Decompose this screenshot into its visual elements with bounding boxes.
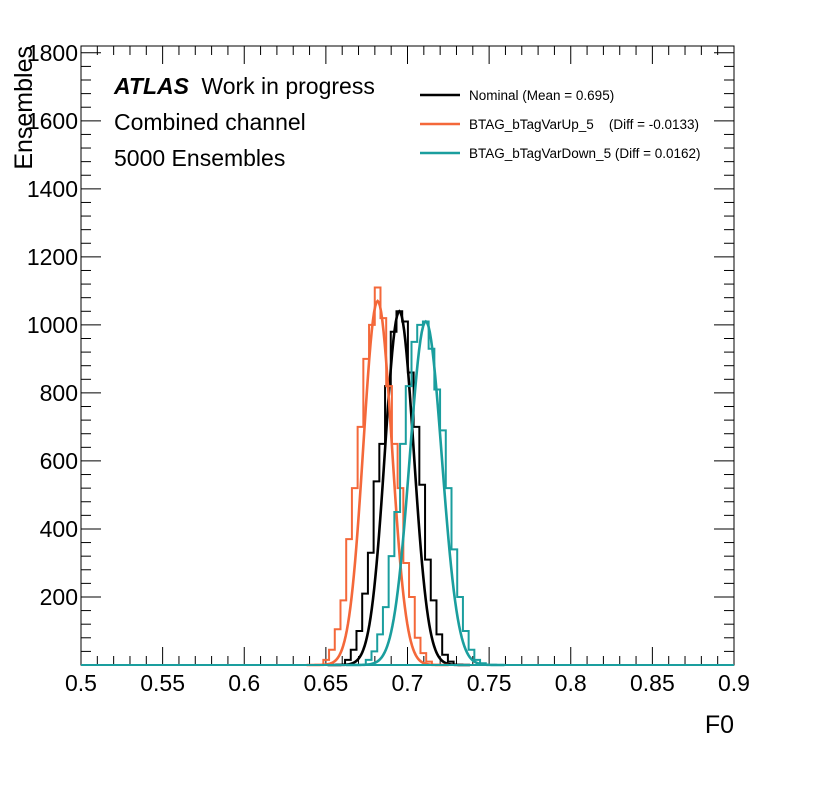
legend: Nominal (Mean = 0.695) BTAG_bTagVarUp_5 … <box>420 88 701 161</box>
y-tick-label: 600 <box>40 448 78 474</box>
svg-text:ATLAS Work in progress: ATLAS Work in progress <box>113 73 375 99</box>
y-tick-label: 1000 <box>27 312 78 338</box>
x-tick-label: 0.5 <box>65 670 97 696</box>
x-tick-label: 0.75 <box>467 670 512 696</box>
series-2 <box>81 319 734 667</box>
ensembles-label: 5000 Ensembles <box>114 145 285 171</box>
histogram-steps <box>322 286 433 665</box>
x-tick-label: 0.85 <box>630 670 675 696</box>
status-label: Work in progress <box>201 73 374 99</box>
gaussian-fit-curve <box>306 299 449 667</box>
x-tick-label: 0.6 <box>228 670 260 696</box>
y-tick-label: 200 <box>40 584 78 610</box>
atlas-header: ATLAS Work in progress Combined channel … <box>113 73 375 171</box>
series-group <box>81 286 734 667</box>
channel-label: Combined channel <box>114 109 306 135</box>
legend-entry-btag-down: BTAG_bTagVarDown_5 (Diff = 0.0162) <box>469 146 701 161</box>
x-tick-label: 0.65 <box>303 670 348 696</box>
tick-labels-group: 0.5 0.55 0.6 0.65 0.7 0.75 0.8 0.85 0.9 200 400 600… <box>27 40 750 696</box>
x-tick-label: 0.9 <box>718 670 750 696</box>
y-tick-label: 1200 <box>27 244 78 270</box>
y-tick-label: 1600 <box>27 108 78 134</box>
y-tick-label: 400 <box>40 516 78 542</box>
legend-entry-nominal: Nominal (Mean = 0.695) <box>469 88 614 103</box>
y-tick-label: 1800 <box>27 40 78 66</box>
atlas-label: ATLAS <box>113 73 190 99</box>
y-axis-title: Ensembles <box>10 46 38 170</box>
y-tick-label: 1400 <box>27 176 78 202</box>
legend-entry-btag-up: BTAG_bTagVarUp_5 (Diff = -0.0133) <box>469 117 699 132</box>
x-tick-label: 0.7 <box>392 670 424 696</box>
x-tick-label: 0.55 <box>140 670 185 696</box>
gaussian-fit-curve <box>327 309 470 667</box>
x-axis-title: F0 <box>705 711 734 739</box>
gaussian-fit-curve <box>345 319 505 667</box>
y-tick-label: 800 <box>40 380 78 406</box>
x-tick-label: 0.8 <box>555 670 587 696</box>
